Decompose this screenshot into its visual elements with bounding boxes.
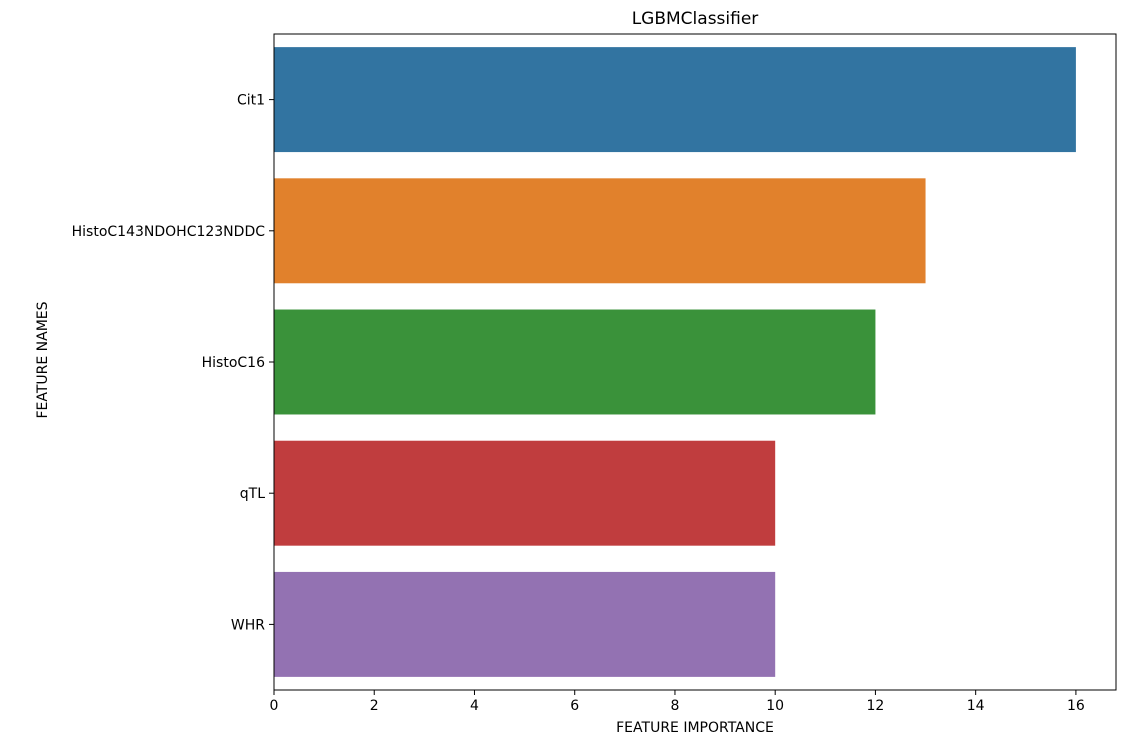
x-tick-label: 2 [370, 698, 379, 714]
bars-layer [274, 47, 1076, 677]
bar-whr [274, 571, 776, 677]
y-axis-label: FEATURE NAMES [35, 301, 51, 418]
y-tick-label: qTL [240, 486, 265, 502]
chart-title: LGBMClassifier [632, 9, 759, 29]
axes-layer: Cit1 HistoC143NDOHC123NDDC HistoC16 qTL WHR 0… [72, 33, 1117, 714]
x-tick-label: 8 [670, 698, 679, 714]
x-tick-label: 12 [867, 698, 885, 714]
y-tick-label: Cit1 [237, 93, 265, 109]
bar-histoc143ndohc123nddc [274, 178, 926, 284]
x-tick-label: 10 [766, 698, 784, 714]
x-tick-label: 6 [570, 698, 579, 714]
x-tick-label: 0 [270, 698, 279, 714]
x-axis-label: FEATURE IMPORTANCE [616, 720, 774, 736]
bar-qtl [274, 440, 776, 546]
bar-histoc16 [274, 309, 876, 415]
bar-cit1 [274, 47, 1076, 153]
x-tick-label: 14 [967, 698, 985, 714]
x-tick-label: 4 [470, 698, 479, 714]
y-tick-label: HistoC143NDOHC123NDDC [72, 224, 266, 240]
y-tick-label: HistoC16 [202, 355, 265, 371]
plot-frame [273, 33, 1117, 691]
y-tick-label: WHR [231, 617, 265, 633]
x-tick-label: 16 [1067, 698, 1085, 714]
